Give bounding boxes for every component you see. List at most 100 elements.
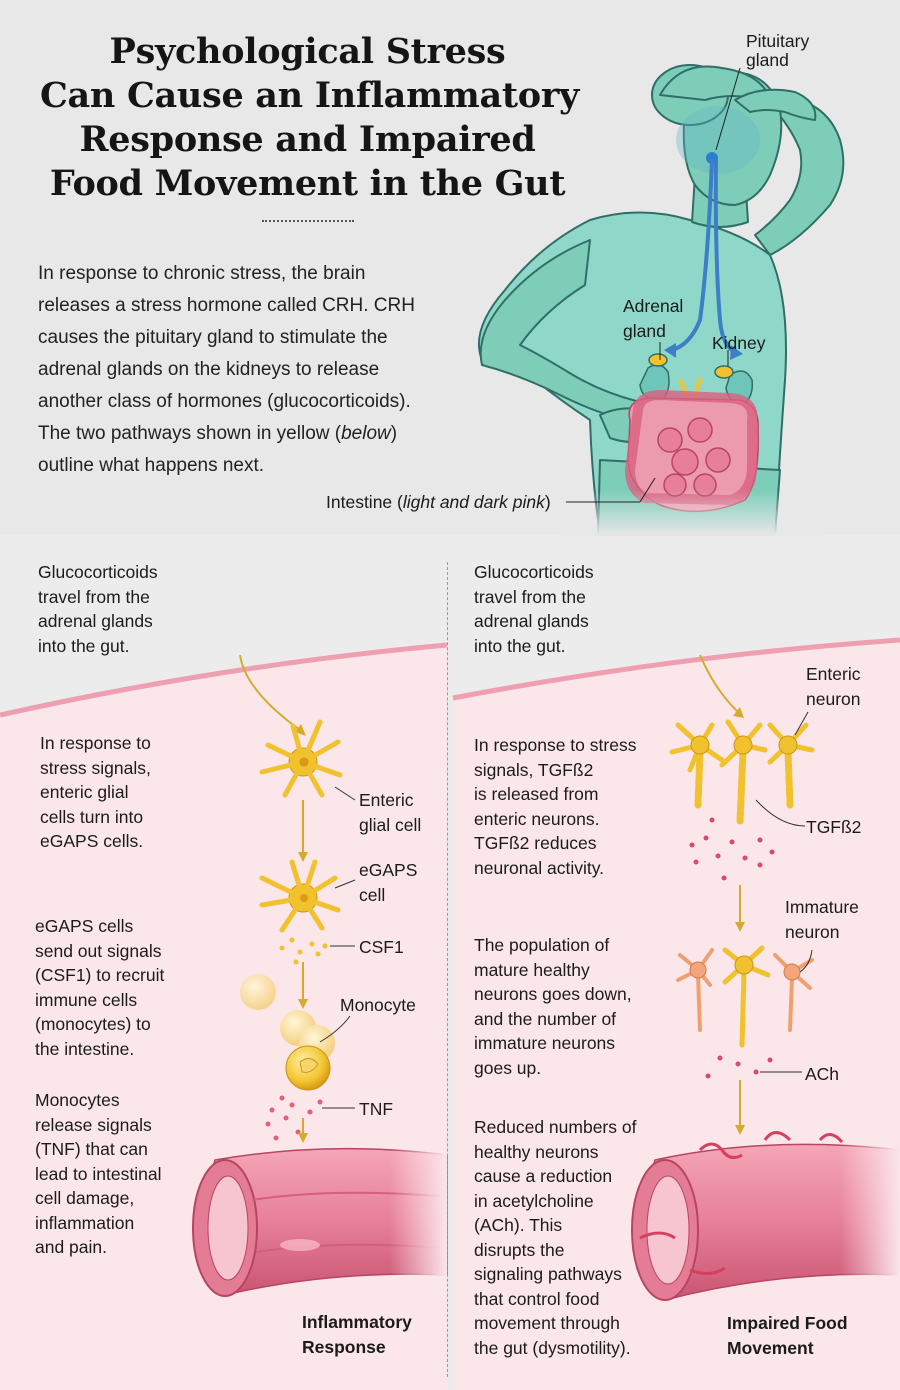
intro-italic: below xyxy=(341,423,391,444)
text-line: Inflammatory xyxy=(302,1312,412,1332)
text-line: neuronal activity. xyxy=(474,857,605,878)
title-line: Food Movement in the Gut xyxy=(49,163,566,204)
text-line: In response to stress xyxy=(474,735,637,755)
left-intro: Glucocorticoids travel from the adrenal … xyxy=(38,560,158,658)
label-line: gland xyxy=(623,320,666,341)
text-line: travel from the xyxy=(474,586,586,607)
right-caption: Impaired Food Movement xyxy=(727,1311,848,1360)
text-line: and the number of xyxy=(474,1008,617,1029)
egaps-label: eGAPS cell xyxy=(359,858,417,907)
text-line: (monocytes) to xyxy=(35,1014,151,1034)
intro-line: The two pathways shown in yellow (below) xyxy=(38,418,488,450)
text-line: Enteric xyxy=(359,790,414,810)
text-line: eGAPS cells. xyxy=(40,831,144,851)
text-line: into the gut. xyxy=(474,635,566,656)
ach-label: ACh xyxy=(805,1064,840,1084)
text-line: neurons goes down, xyxy=(474,984,632,1004)
panel-divider xyxy=(447,562,448,1377)
crh-pathway xyxy=(671,159,714,352)
label-italic: light and dark pink xyxy=(402,492,545,512)
text-line: is released from xyxy=(474,784,599,804)
kidney-label: Kidney xyxy=(712,333,766,353)
text-line: the intestine. xyxy=(35,1038,135,1059)
left-leader-lines xyxy=(319,786,356,1109)
text-line: Movement xyxy=(727,1337,814,1358)
text-line: signaling pathways xyxy=(474,1264,622,1284)
text-line: inflammation xyxy=(35,1212,135,1233)
text-line: Response xyxy=(302,1336,386,1357)
text-line: in acetylcholine xyxy=(474,1190,594,1211)
text-line: glial cell xyxy=(359,814,422,835)
text-line: send out signals xyxy=(35,940,162,961)
text-line: neuron xyxy=(785,921,840,942)
text-line: (ACh). This xyxy=(474,1215,563,1235)
title-divider xyxy=(262,220,354,222)
intro-line: releases a stress hormone called CRH. CR… xyxy=(38,295,415,316)
text-line: immune cells xyxy=(35,989,138,1010)
intro-text: ) xyxy=(390,423,398,444)
text-line: cell xyxy=(359,884,386,905)
pituitary-label: Pituitary gland xyxy=(746,32,809,70)
label-line: gland xyxy=(746,50,789,70)
text-line: Glucocorticoids xyxy=(474,562,594,582)
intro-line: causes the pituitary gland to stimulate … xyxy=(38,327,388,348)
left-step2: eGAPS cells send out signals (CSF1) to r… xyxy=(35,914,164,1061)
brain-glow xyxy=(676,106,760,174)
text-line: signals, TGFß2 xyxy=(474,759,594,780)
right-intro: Glucocorticoids travel from the adrenal … xyxy=(474,560,594,658)
text-line: into the gut. xyxy=(38,635,130,656)
text-line: healthy neurons xyxy=(474,1141,599,1162)
intro-paragraph: In response to chronic stress, the brain… xyxy=(38,258,488,482)
title-line: Psychological Stress xyxy=(109,31,506,72)
enteric-neuron-label: Enteric neuron xyxy=(806,662,861,711)
immature-neuron-label: Immature neuron xyxy=(785,895,859,944)
text-line: movement through xyxy=(474,1313,620,1333)
text-line: The population of xyxy=(474,935,610,955)
text-line: eGAPS xyxy=(359,860,418,880)
text-line: and pain. xyxy=(35,1237,108,1257)
enteric-glial-label: Enteric glial cell xyxy=(359,788,421,837)
text-line: TGFß2 reduces xyxy=(474,833,597,853)
text-line: Immature xyxy=(785,897,859,917)
figure-fade xyxy=(560,490,820,536)
text-line: neuron xyxy=(806,688,861,709)
label-line: Pituitary xyxy=(746,31,810,51)
label-text: Intestine ( xyxy=(326,492,403,512)
text-line: lead to intestinal xyxy=(35,1163,162,1184)
tgfb2-label: TGFß2 xyxy=(806,817,862,837)
text-line: enteric neurons. xyxy=(474,808,600,829)
intro-text: The two pathways shown in yellow ( xyxy=(38,423,342,444)
right-pathway xyxy=(631,654,900,1305)
tnf-label: TNF xyxy=(359,1099,394,1119)
text-line: cell damage, xyxy=(35,1188,135,1208)
title-line: Can Cause an Inflammatory xyxy=(40,75,579,116)
intestine-label: Intestine (light and dark pink) xyxy=(326,490,551,515)
text-line: eGAPS cells xyxy=(35,916,134,936)
arrowhead-icon xyxy=(664,343,676,358)
text-line: (CSF1) to recruit xyxy=(35,965,165,985)
text-line: (TNF) that can xyxy=(35,1139,148,1159)
adrenal-label: Adrenal gland xyxy=(623,294,683,343)
left-step1: In response to stress signals, enteric g… xyxy=(40,731,151,854)
top-leader-lines xyxy=(566,67,741,503)
intro-line: another class of hormones (glucocorticoi… xyxy=(38,391,411,412)
monocyte-label: Monocyte xyxy=(340,995,416,1015)
text-line: cells turn into xyxy=(40,806,144,827)
right-step2: The population of mature healthy neurons… xyxy=(474,933,632,1080)
text-line: Enteric xyxy=(806,664,861,684)
right-step3: Reduced numbers of healthy neurons cause… xyxy=(474,1115,636,1360)
right-leader-lines xyxy=(755,711,813,1073)
text-line: In response to xyxy=(40,733,151,753)
arrowhead-icon xyxy=(730,345,743,360)
text-line: release signals xyxy=(35,1114,152,1135)
text-line: that control food xyxy=(474,1288,600,1309)
csf1-label: CSF1 xyxy=(359,937,404,957)
crh-pathway-2 xyxy=(713,159,737,354)
text-line: travel from the xyxy=(38,586,150,607)
text-line: disrupts the xyxy=(474,1239,565,1260)
label-text: ) xyxy=(544,492,551,512)
text-line: Impaired Food xyxy=(727,1313,848,1333)
intro-line: In response to chronic stress, the brain xyxy=(38,263,366,284)
text-line: adrenal glands xyxy=(474,611,589,631)
